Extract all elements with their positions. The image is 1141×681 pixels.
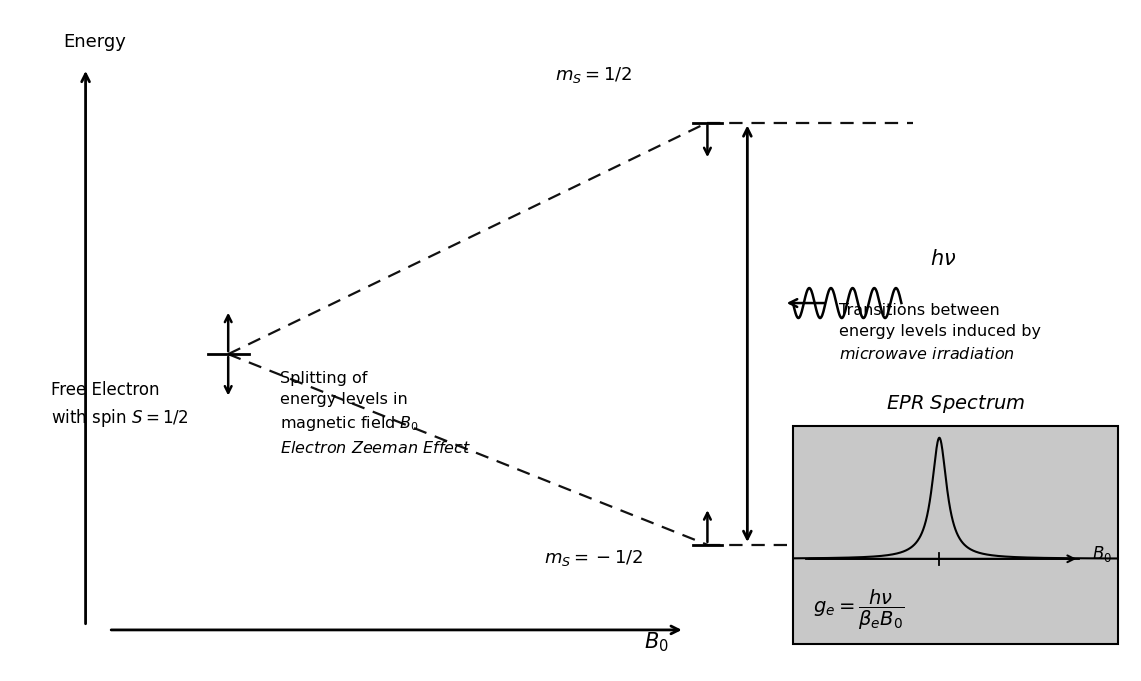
Text: Free Electron
with spin $S = 1/2$: Free Electron with spin $S = 1/2$ [51,381,189,429]
Text: Energy: Energy [63,33,126,51]
Text: $\boldsymbol{B_0}$: $\boldsymbol{B_0}$ [644,630,669,654]
Text: $g_e = \dfrac{h\nu}{\beta_e B_0}$: $g_e = \dfrac{h\nu}{\beta_e B_0}$ [812,588,904,632]
Bar [793,426,1118,644]
Text: $h\nu$: $h\nu$ [930,249,956,269]
Text: $\boldsymbol{B_0}$: $\boldsymbol{B_0}$ [1092,544,1112,564]
Text: Splitting of
energy levels in
magnetic field $B_0$
$\it{Electron\ Zeeman\ Effect: Splitting of energy levels in magnetic f… [280,371,471,456]
Text: Transitions between
energy levels induced by
$\it{microwave\ irradiation}$: Transitions between energy levels induce… [839,303,1041,362]
Text: $\it{EPR\ Spectrum}$: $\it{EPR\ Spectrum}$ [887,394,1025,415]
Text: $m_S=1/2$: $m_S=1/2$ [555,65,632,85]
Text: $m_S=-1/2$: $m_S=-1/2$ [544,548,642,568]
